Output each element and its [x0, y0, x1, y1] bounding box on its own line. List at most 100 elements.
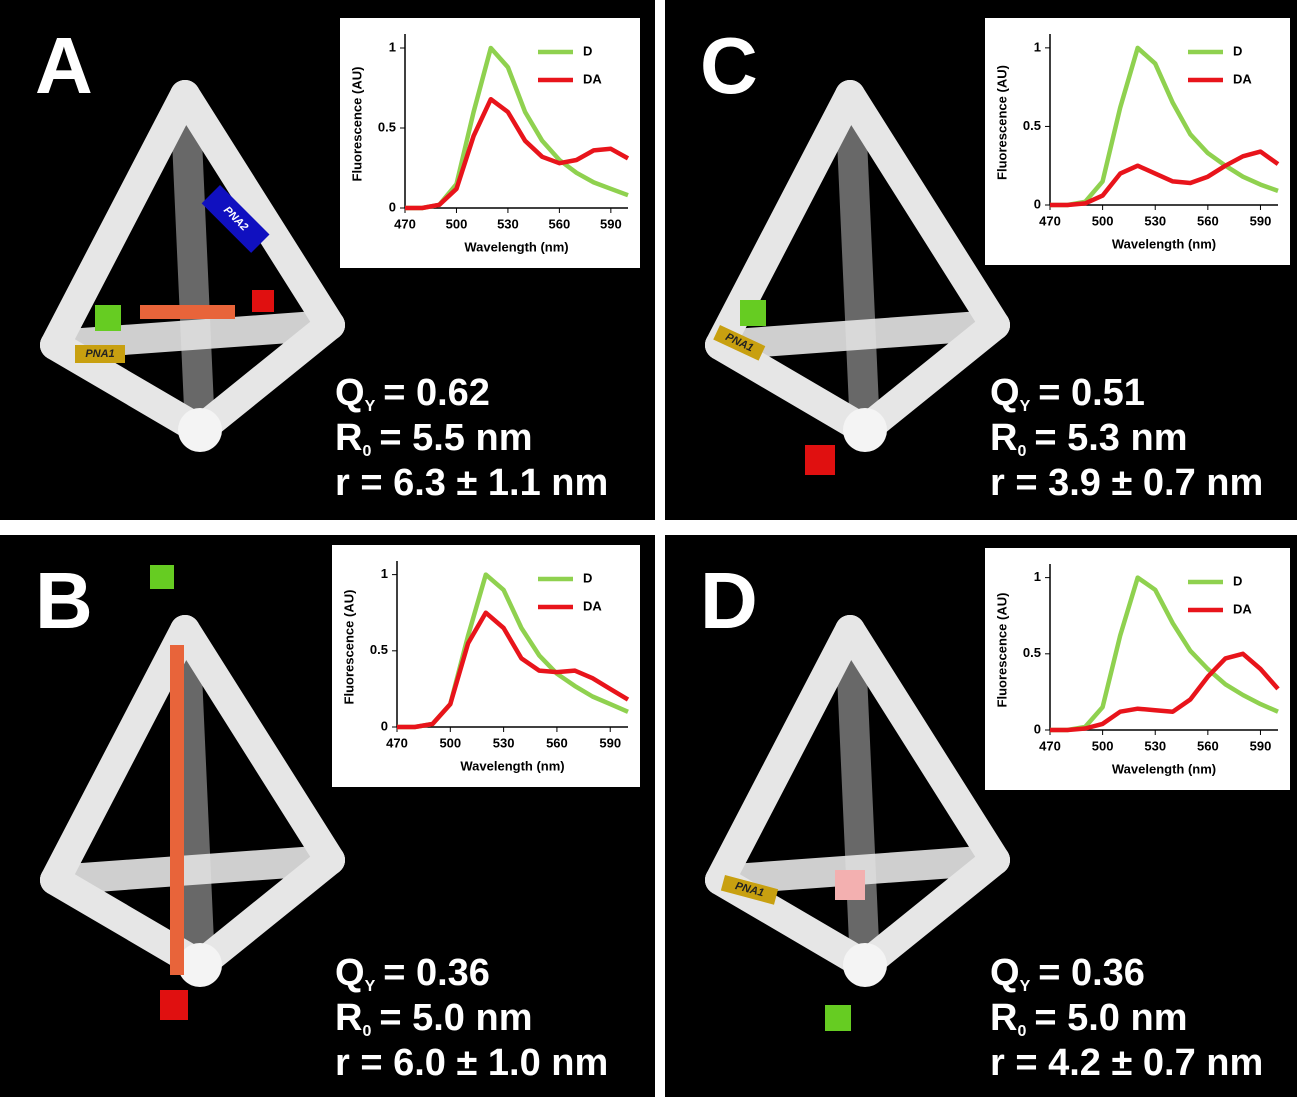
dye-acceptor [805, 445, 835, 475]
x-tick-label: 560 [1197, 213, 1219, 228]
dye-donor [150, 565, 174, 589]
x-tick-label: 560 [1197, 738, 1219, 753]
x-tick-label: 590 [600, 216, 622, 231]
page: PNA1PNA2AQY= 0.62R0= 5.5 nmr = 6.3 ± 1.1… [0, 0, 1297, 1097]
dye-donor [825, 1005, 851, 1031]
panel-label: C [700, 21, 758, 110]
x-tick-label: 530 [493, 735, 515, 750]
x-axis-label: Wavelength (nm) [460, 758, 564, 773]
x-axis-label: Wavelength (nm) [1112, 236, 1216, 251]
panel-label: A [35, 21, 93, 110]
fret-arrow [140, 305, 235, 319]
y-tick-label: 1 [389, 39, 396, 54]
x-tick-label: 590 [599, 735, 621, 750]
dye-acceptor [835, 870, 865, 900]
pna-tag: PNA1 [75, 345, 125, 363]
symbol: R [990, 417, 1017, 459]
subscript: 0 [1017, 1023, 1026, 1040]
value: = 0.51 [1038, 372, 1145, 414]
x-tick-label: 590 [1250, 738, 1272, 753]
dye-donor [95, 305, 121, 331]
x-tick-label: 500 [1092, 738, 1114, 753]
y-axis-label: Fluorescence (AU) [994, 65, 1009, 180]
panel: PNA1CQY= 0.51R0= 5.3 nmr = 3.9 ± 0.7 nm0… [665, 0, 1297, 520]
symbol: Q [990, 372, 1020, 414]
y-tick-label: 1 [381, 566, 388, 581]
legend-label: DA [1233, 71, 1252, 86]
symbol: R [335, 417, 362, 459]
dye-acceptor [252, 290, 274, 312]
value: = 0.36 [383, 952, 490, 994]
pna-label: PNA1 [85, 348, 114, 360]
annotation: QY= 0.36 [335, 952, 490, 995]
legend-label: DA [583, 71, 602, 86]
x-tick-label: 500 [439, 735, 461, 750]
x-tick-label: 500 [1092, 213, 1114, 228]
figure: PNA1PNA2AQY= 0.62R0= 5.5 nmr = 6.3 ± 1.1… [0, 0, 1297, 1097]
x-tick-label: 470 [386, 735, 408, 750]
subscript: 0 [362, 443, 371, 460]
fret-arrow [170, 645, 184, 975]
vertex [178, 943, 222, 987]
subscript: Y [1020, 398, 1031, 415]
vertex [843, 943, 887, 987]
legend-label: DA [583, 598, 602, 613]
tetrahedron-edge [850, 95, 865, 430]
legend-label: D [1233, 573, 1242, 588]
y-tick-label: 0 [1034, 721, 1041, 736]
x-tick-label: 470 [1039, 738, 1061, 753]
x-axis-label: Wavelength (nm) [1112, 761, 1216, 776]
x-tick-label: 560 [546, 735, 568, 750]
symbol: R [990, 997, 1017, 1039]
subscript: Y [365, 978, 376, 995]
x-tick-label: 590 [1250, 213, 1272, 228]
panel-label: D [700, 556, 758, 645]
symbol: Q [335, 372, 365, 414]
x-tick-label: 530 [497, 216, 519, 231]
x-tick-label: 530 [1144, 213, 1166, 228]
annotation: r = 6.3 ± 1.1 nm [335, 462, 608, 504]
x-axis-label: Wavelength (nm) [464, 239, 568, 254]
tetrahedron-edge [185, 95, 200, 430]
dye-donor [740, 300, 766, 326]
panel-label: B [35, 556, 93, 645]
y-tick-label: 0.5 [370, 642, 388, 657]
annotation: QY = 0.62 [335, 372, 490, 415]
annotation: QY = 0.36 [990, 952, 1145, 995]
annotation: QY = 0.51 [990, 372, 1145, 415]
y-tick-label: 0.5 [1023, 118, 1041, 133]
y-tick-label: 0 [1034, 196, 1041, 211]
y-tick-label: 0 [389, 199, 396, 214]
legend-label: D [1233, 43, 1242, 58]
x-tick-label: 470 [1039, 213, 1061, 228]
vertex [178, 408, 222, 452]
y-axis-label: Fluorescence (AU) [341, 590, 356, 705]
subscript: Y [365, 398, 376, 415]
y-axis-label: Fluorescence (AU) [994, 593, 1009, 708]
legend-label: DA [1233, 601, 1252, 616]
annotation: r = 4.2 ± 0.7 nm [990, 1042, 1263, 1084]
y-tick-label: 1 [1034, 569, 1041, 584]
tetrahedron-edge [850, 630, 865, 965]
x-tick-label: 500 [446, 216, 468, 231]
y-tick-label: 0.5 [378, 119, 396, 134]
subscript: Y [1020, 978, 1031, 995]
value: = 5.3 nm [1034, 417, 1187, 459]
y-tick-label: 0 [381, 718, 388, 733]
x-tick-label: 530 [1144, 738, 1166, 753]
symbol: R [335, 997, 362, 1039]
value: = 5.0 nm [379, 997, 532, 1039]
value: = 5.0 nm [1034, 997, 1187, 1039]
y-axis-label: Fluorescence (AU) [349, 67, 364, 182]
y-tick-label: 1 [1034, 39, 1041, 54]
x-tick-label: 470 [394, 216, 416, 231]
legend-label: D [583, 570, 592, 585]
symbol: Q [990, 952, 1020, 994]
y-tick-label: 0.5 [1023, 645, 1041, 660]
value: = 5.5 nm [379, 417, 532, 459]
value: = 0.62 [383, 372, 490, 414]
value: = 0.36 [1038, 952, 1145, 994]
annotation: r = 6.0 ± 1.0 nm [335, 1042, 608, 1084]
